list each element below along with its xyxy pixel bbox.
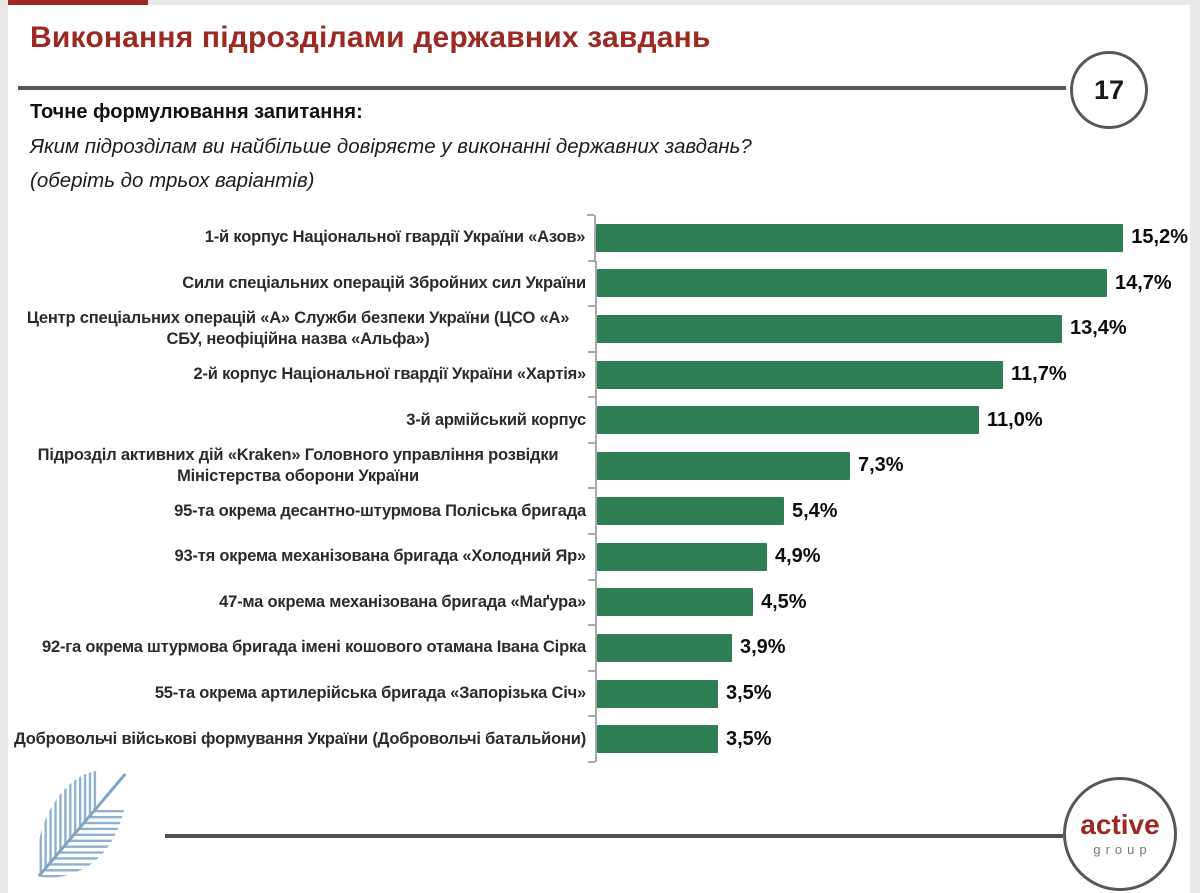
bar-track: 4,5%	[588, 578, 1188, 626]
bar	[597, 633, 732, 662]
bar	[597, 314, 1062, 343]
bar-category-label: Сили спеціальних операцій Збройних сил У…	[10, 261, 595, 307]
leaf-icon	[37, 769, 127, 878]
footer-divider	[165, 834, 1063, 838]
bar-category-label-text: Підрозділ активних дій «Kraken» Головног…	[37, 445, 559, 485]
bar-category-label-text: 1-й корпус Національної гвардії України …	[204, 228, 586, 247]
bar	[597, 451, 850, 480]
bar-track: 11,0%	[588, 396, 1188, 443]
bar-category-label-text: 92-га окрема штурмова бригада імені кошо…	[42, 638, 586, 657]
bar-category-label: 47-ма окрема механізована бригада «Маґур…	[10, 580, 595, 626]
chart-row: 93-тя окрема механізована бригада «Холод…	[10, 533, 1188, 580]
bar-category-label-text: 3-й армійський корпус	[406, 410, 586, 429]
bar-value-label: 11,7%	[1011, 363, 1067, 386]
bar	[596, 223, 1124, 252]
bar-track: 3,9%	[588, 624, 1188, 671]
bar-track: 7,3%	[588, 441, 1188, 489]
bar-value-label: 14,7%	[1115, 271, 1172, 294]
bar-category-label-text: Добровольчі військові формування України…	[13, 729, 586, 748]
bar-category-label: Підрозділ активних дій «Kraken» Головног…	[10, 443, 595, 489]
bar	[597, 497, 784, 526]
bar-track: 3,5%	[588, 669, 1188, 717]
bar-value-label: 4,5%	[761, 590, 807, 613]
logo-text-active: active	[1080, 809, 1160, 840]
chart-row: 55-та окрема артилерійська бригада «Запо…	[10, 669, 1188, 717]
bar-category-label-text: Сили спеціальних операцій Збройних сил У…	[182, 273, 586, 292]
question-heading: Точне формулювання запитання:	[30, 101, 363, 123]
bar-value-label: 15,2%	[1131, 226, 1188, 249]
bar-category-label-text: 47-ма окрема механізована бригада «Маґур…	[219, 592, 586, 611]
bar-value-label: 13,4%	[1070, 317, 1127, 340]
bar-value-label: 4,9%	[775, 545, 821, 568]
bar-category-label-text: 55-та окрема артилерійська бригада «Запо…	[154, 684, 586, 703]
slide: Виконання підрозділами державних завдань…	[8, 5, 1190, 893]
chart-row: Підрозділ активних дій «Kraken» Головног…	[10, 441, 1188, 489]
leaf-horizontal-hatch	[38, 810, 127, 878]
chart-row: Добровольчі військові формування України…	[10, 715, 1188, 763]
bar-track: 14,7%	[588, 259, 1188, 307]
bar	[597, 406, 979, 435]
bar-category-label-text: 95-та окрема десантно-штурмова Поліська …	[174, 501, 586, 520]
bar	[597, 360, 1003, 389]
bar-category-label-text: Центр спеціальних операцій «А» Служби бе…	[26, 308, 570, 348]
bar-value-label: 11,0%	[987, 408, 1043, 431]
bar	[597, 542, 767, 571]
bar-category-label: 93-тя окрема механізована бригада «Холод…	[10, 534, 595, 580]
bar-value-label: 3,5%	[726, 682, 772, 705]
page-number: 17	[1093, 74, 1125, 105]
top-accent-bar	[8, 0, 148, 5]
bar	[597, 679, 718, 708]
bar-category-label: 3-й армійський корпус	[10, 397, 595, 443]
bar	[597, 269, 1107, 298]
bar-category-label-text: 93-тя окрема механізована бригада «Холод…	[174, 547, 586, 566]
bar-category-label: 95-та окрема десантно-штурмова Поліська …	[10, 488, 595, 534]
bar-track: 4,9%	[588, 533, 1188, 580]
bar-value-label: 7,3%	[858, 454, 904, 477]
chart-row: 3-й армійський корпус 11,0%	[10, 396, 1188, 443]
chart-row: 95-та окрема десантно-штурмова Поліська …	[10, 487, 1188, 535]
bar-value-label: 3,9%	[740, 636, 786, 659]
bar-category-label: 2-й корпус Національної гвардії України …	[10, 352, 595, 398]
active-group-logo: active group	[1063, 777, 1177, 891]
leaf-stem	[37, 772, 127, 878]
bar-category-label: 55-та окрема артилерійська бригада «Запо…	[10, 671, 595, 717]
bar-track: 15,2%	[587, 214, 1188, 261]
bar-category-label: Добровольчі військові формування України…	[10, 716, 595, 762]
header-divider	[18, 86, 1066, 90]
bar-category-label: 92-га окрема штурмова бригада імені кошо…	[10, 625, 595, 671]
logo-text-group: group	[1093, 842, 1152, 857]
chart-row: Сили спеціальних операцій Збройних сил У…	[10, 259, 1188, 307]
question-note: (оберіть до трьох варіантів)	[30, 169, 315, 192]
bar	[597, 725, 718, 754]
chart-row: Центр спеціальних операцій «А» Служби бе…	[10, 305, 1188, 352]
question-text: Яким підрозділам ви найбільше довіряєте …	[30, 135, 752, 158]
bar-track: 5,4%	[588, 487, 1188, 535]
bar-category-label: 1-й корпус Національної гвардії України …	[10, 215, 594, 261]
bar-track: 13,4%	[588, 305, 1188, 352]
bar-track: 3,5%	[588, 715, 1188, 763]
page-number-badge: 17	[1070, 51, 1148, 129]
bar-category-label: Центр спеціальних операцій «А» Служби бе…	[10, 306, 595, 352]
chart-row: 47-ма окрема механізована бригада «Маґур…	[10, 578, 1188, 626]
bar-track: 11,7%	[588, 350, 1188, 398]
bar	[597, 588, 753, 617]
page-title: Виконання підрозділами державних завдань	[30, 21, 711, 54]
bar-chart: 1-й корпус Національної гвардії України …	[10, 214, 1188, 763]
chart-row: 2-й корпус Національної гвардії України …	[10, 350, 1188, 398]
bar-value-label: 5,4%	[792, 499, 838, 522]
chart-row: 92-га окрема штурмова бригада імені кошо…	[10, 624, 1188, 671]
bar-category-label-text: 2-й корпус Національної гвардії України …	[193, 364, 586, 383]
bar-value-label: 3,5%	[726, 727, 772, 750]
chart-row: 1-й корпус Національної гвардії України …	[10, 214, 1188, 261]
